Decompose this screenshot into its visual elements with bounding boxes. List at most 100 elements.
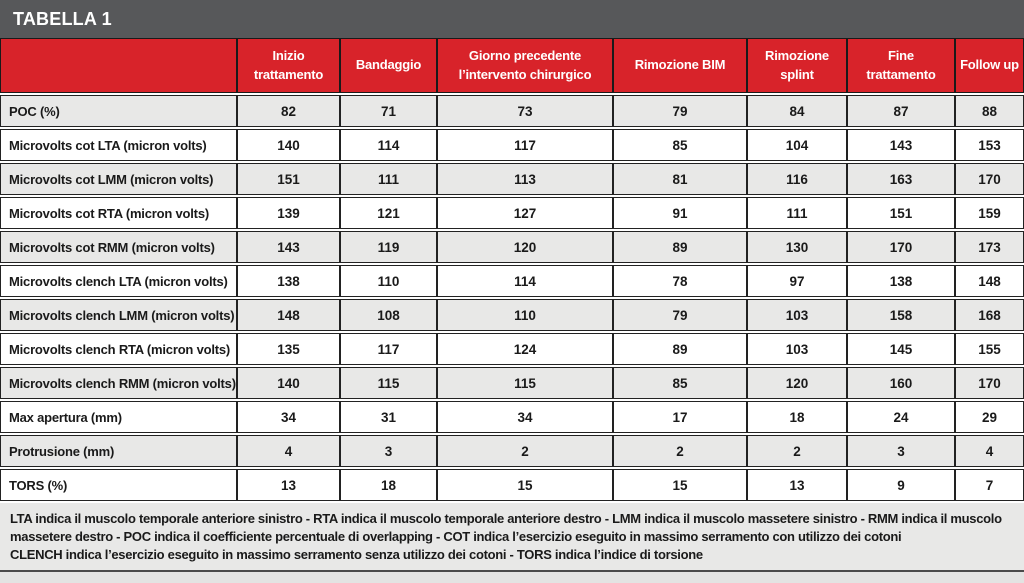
value-cell: 85 [613, 367, 747, 399]
header-cell-empty [0, 38, 237, 93]
value-cell: 143 [237, 231, 340, 263]
value-cell: 13 [747, 469, 847, 501]
value-cell: 89 [613, 231, 747, 263]
row-label: Microvolts clench LMM (micron volts) [0, 299, 237, 331]
row-label: Microvolts cot LMM (micron volts) [0, 163, 237, 195]
value-cell: 7 [955, 469, 1024, 501]
value-cell: 18 [747, 401, 847, 433]
value-cell: 120 [437, 231, 613, 263]
value-cell: 116 [747, 163, 847, 195]
value-cell: 103 [747, 299, 847, 331]
value-cell: 148 [237, 299, 340, 331]
table-row: POC (%) 82 71 73 79 84 87 88 [0, 95, 1024, 127]
value-cell: 79 [613, 299, 747, 331]
value-cell: 158 [847, 299, 955, 331]
value-cell: 108 [340, 299, 437, 331]
value-cell: 87 [847, 95, 955, 127]
value-cell: 89 [613, 333, 747, 365]
value-cell: 138 [847, 265, 955, 297]
value-cell: 139 [237, 197, 340, 229]
value-cell: 117 [437, 129, 613, 161]
value-cell: 117 [340, 333, 437, 365]
value-cell: 4 [955, 435, 1024, 467]
footnote-line: massetere destro - POC indica il coeffic… [10, 529, 902, 544]
value-cell: 143 [847, 129, 955, 161]
row-label: Microvolts cot RTA (micron volts) [0, 197, 237, 229]
value-cell: 104 [747, 129, 847, 161]
value-cell: 153 [955, 129, 1024, 161]
value-cell: 78 [613, 265, 747, 297]
table-body: POC (%) 82 71 73 79 84 87 88 Microvolts cot LTA … [0, 95, 1024, 501]
table-row: Microvolts cot LTA (micron volts) 140 114 1… [0, 129, 1024, 161]
value-cell: 170 [847, 231, 955, 263]
bottom-strip [0, 572, 1024, 583]
value-cell: 114 [437, 265, 613, 297]
value-cell: 34 [237, 401, 340, 433]
header-cell-fine-trattamento: Fine trattamento [847, 38, 955, 93]
table-title-bar: TABELLA 1 [0, 0, 1024, 38]
value-cell: 121 [340, 197, 437, 229]
row-label: Microvolts clench RTA (micron volts) [0, 333, 237, 365]
value-cell: 114 [340, 129, 437, 161]
row-label: TORS (%) [0, 469, 237, 501]
row-label: POC (%) [0, 95, 237, 127]
table-row: Microvolts clench LMM (micron volts) 148 1… [0, 299, 1024, 331]
value-cell: 159 [955, 197, 1024, 229]
value-cell: 110 [437, 299, 613, 331]
value-cell: 135 [237, 333, 340, 365]
value-cell: 18 [340, 469, 437, 501]
value-cell: 111 [747, 197, 847, 229]
value-cell: 3 [847, 435, 955, 467]
value-cell: 3 [340, 435, 437, 467]
table-row: TORS (%) 13 18 15 15 13 9 7 [0, 469, 1024, 501]
row-label: Max apertura (mm) [0, 401, 237, 433]
value-cell: 148 [955, 265, 1024, 297]
value-cell: 124 [437, 333, 613, 365]
value-cell: 130 [747, 231, 847, 263]
data-table: Inizio trattamento Bandaggio Giorno prec… [0, 36, 1024, 503]
value-cell: 79 [613, 95, 747, 127]
header-cell-inizio-trattamento: Inizio trattamento [237, 38, 340, 93]
value-cell: 81 [613, 163, 747, 195]
value-cell: 119 [340, 231, 437, 263]
value-cell: 2 [613, 435, 747, 467]
table-row: Microvolts clench LTA (micron volts) 138 1… [0, 265, 1024, 297]
table-title: TABELLA 1 [13, 8, 112, 29]
header-cell-follow-up: Follow up [955, 38, 1024, 93]
value-cell: 91 [613, 197, 747, 229]
value-cell: 151 [847, 197, 955, 229]
value-cell: 2 [437, 435, 613, 467]
value-cell: 113 [437, 163, 613, 195]
table-row: Microvolts cot RTA (micron volts) 139 121 1… [0, 197, 1024, 229]
value-cell: 168 [955, 299, 1024, 331]
value-cell: 85 [613, 129, 747, 161]
value-cell: 31 [340, 401, 437, 433]
value-cell: 9 [847, 469, 955, 501]
value-cell: 120 [747, 367, 847, 399]
value-cell: 97 [747, 265, 847, 297]
table-row: Max apertura (mm) 34 31 34 17 18 24 29 [0, 401, 1024, 433]
value-cell: 163 [847, 163, 955, 195]
value-cell: 82 [237, 95, 340, 127]
row-label: Protrusione (mm) [0, 435, 237, 467]
value-cell: 155 [955, 333, 1024, 365]
value-cell: 173 [955, 231, 1024, 263]
header-cell-rimozione-splint: Rimozione splint [747, 38, 847, 93]
value-cell: 115 [340, 367, 437, 399]
value-cell: 15 [613, 469, 747, 501]
value-cell: 170 [955, 163, 1024, 195]
header-cell-giorno-precedente: Giorno precedente l’intervento chirurgic… [437, 38, 613, 93]
value-cell: 138 [237, 265, 340, 297]
row-label: Microvolts cot RMM (micron volts) [0, 231, 237, 263]
row-label: Microvolts clench RMM (micron volts) [0, 367, 237, 399]
table-row: Microvolts cot RMM (micron volts) 143 119 1… [0, 231, 1024, 263]
row-label: Microvolts cot LTA (micron volts) [0, 129, 237, 161]
value-cell: 24 [847, 401, 955, 433]
value-cell: 103 [747, 333, 847, 365]
table-footnote: LTA indica il muscolo temporale anterior… [0, 503, 1024, 572]
value-cell: 145 [847, 333, 955, 365]
header-cell-rimozione-bim: Rimozione BIM [613, 38, 747, 93]
value-cell: 111 [340, 163, 437, 195]
value-cell: 71 [340, 95, 437, 127]
